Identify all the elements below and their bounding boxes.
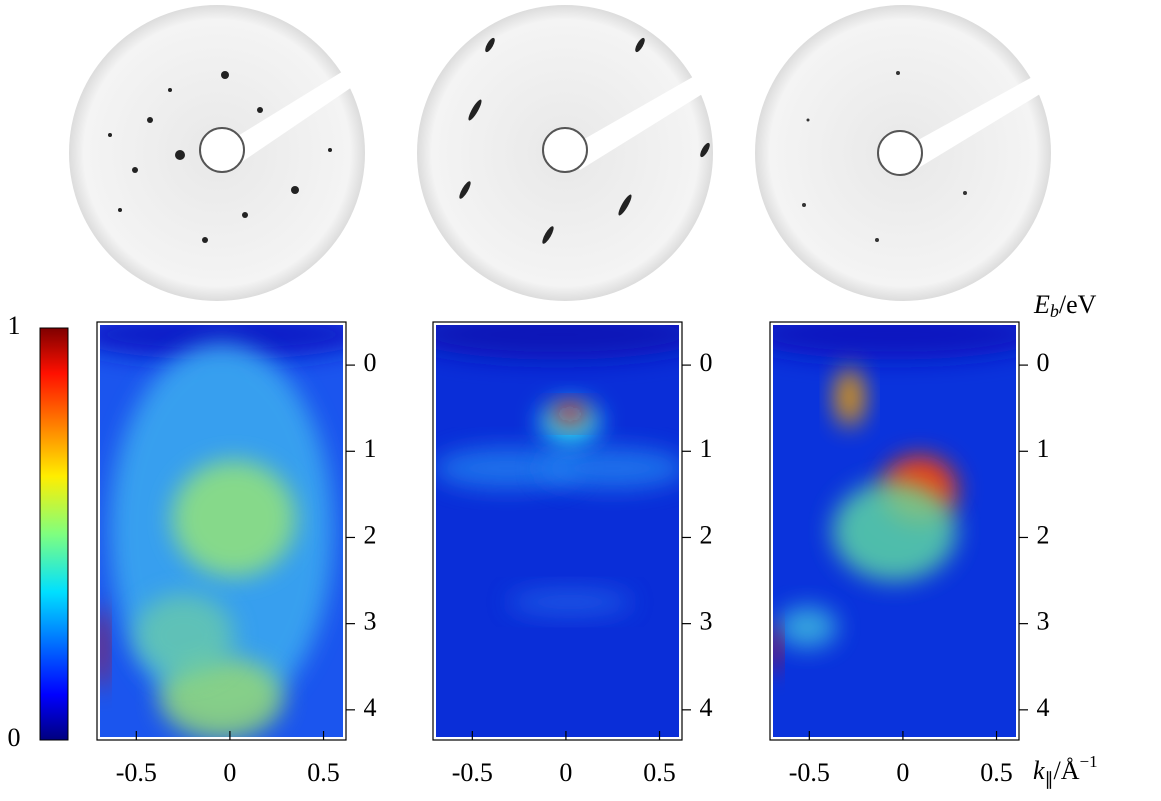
leed-1 (69, 5, 365, 301)
x-tick-label: -0.5 (116, 758, 157, 787)
leed-3 (755, 5, 1051, 301)
x-tick-label: -0.5 (789, 758, 830, 787)
y-tick-label: 1 (364, 434, 377, 463)
x-axis-label: k∥/Å−1 (1033, 752, 1098, 789)
y-tick-label: 3 (364, 607, 377, 636)
plots: 0 1 0 1 2 3 4 -0.5 0 0.5 0 1 2 3 4 -0.5 0 0.5 0 1 2 3 4 -0.5 0 0.… (8, 290, 1098, 789)
y-tick-label: 2 (364, 520, 377, 549)
map-feature (745, 309, 1044, 359)
y-tick-label: 3 (1037, 607, 1050, 636)
x-tick-label: -0.5 (452, 758, 493, 787)
label-subscript: ∥ (1045, 769, 1054, 789)
x-tick-label: 0.5 (980, 758, 1013, 787)
y-tick-label: 3 (700, 607, 713, 636)
y-tick-label: 2 (1037, 520, 1050, 549)
map-feature (97, 606, 107, 690)
colorbar (40, 328, 68, 740)
y-tick-label: 4 (1037, 693, 1050, 722)
figure: 0 1 0 1 2 3 4 -0.5 0 0.5 0 1 2 3 4 -0.5 0 0.5 0 1 2 3 4 -0.5 0 0.… (0, 0, 1161, 796)
map-feature (832, 481, 957, 581)
y-tick-label: 0 (364, 348, 377, 377)
y-tick-label: 0 (700, 348, 713, 377)
map-feature (553, 404, 588, 425)
x-tick-label: 0 (223, 758, 236, 787)
label-symbol: k (1033, 756, 1045, 785)
y-tick-label: 4 (700, 693, 713, 722)
intensity-map (72, 309, 371, 740)
map-feature (777, 606, 837, 648)
map-feature (408, 309, 707, 359)
leed-patterns (69, 5, 1051, 301)
map-feature (508, 590, 633, 615)
label-unit: /Å (1054, 756, 1080, 785)
label-subscript: b (1050, 301, 1059, 321)
intensity-map (745, 309, 1044, 740)
map-base (433, 322, 682, 740)
map-feature (172, 460, 297, 577)
label-exponent: −1 (1080, 752, 1098, 771)
y-tick-label: 1 (700, 434, 713, 463)
map-feature (134, 594, 234, 678)
y-tick-label: 1 (1037, 434, 1050, 463)
leed-2 (417, 5, 713, 301)
x-tick-label: 0 (559, 758, 572, 787)
colorbar-tick-label: 0 (8, 723, 21, 752)
y-tick-label: 4 (364, 693, 377, 722)
x-tick-label: 0.5 (307, 758, 340, 787)
map-feature (538, 447, 687, 489)
x-tick-label: 0.5 (643, 758, 676, 787)
y-tick-label: 2 (700, 520, 713, 549)
y-axis-label: Eb/eV (1033, 290, 1097, 321)
y-tick-label: 0 (1037, 348, 1050, 377)
label-unit: /eV (1059, 290, 1097, 319)
x-tick-label: 0 (896, 758, 909, 787)
colorbar-tick-label: 1 (8, 311, 21, 340)
intensity-map (408, 309, 707, 740)
map-feature (770, 623, 780, 673)
label-symbol: E (1033, 290, 1050, 319)
map-feature (835, 368, 865, 427)
